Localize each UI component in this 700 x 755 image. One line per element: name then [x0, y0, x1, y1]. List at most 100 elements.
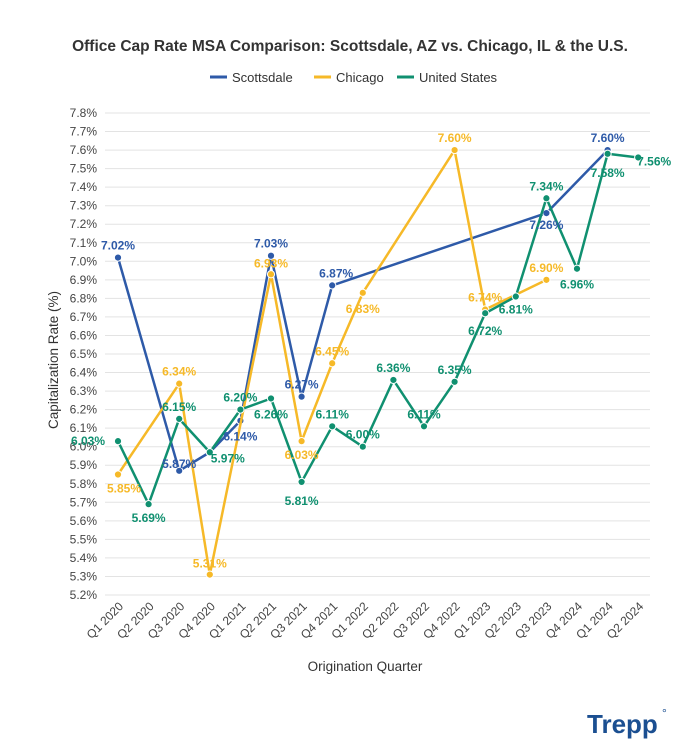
y-tick-label: 5.7% [70, 495, 98, 509]
data-point [205, 448, 214, 457]
legend: Scottsdale Chicago United States [210, 70, 498, 85]
data-point [113, 470, 123, 479]
data-point [266, 270, 276, 279]
data-label: 7.60% [591, 131, 625, 145]
data-point [542, 275, 551, 284]
data-point [450, 145, 459, 155]
brand-mark: ° [662, 706, 667, 720]
data-label: 6.74% [468, 291, 502, 305]
y-tick-label: 7.6% [70, 143, 98, 157]
data-point [297, 392, 306, 401]
data-label: 6.20% [223, 391, 257, 405]
legend-entry: Scottsdale [232, 70, 293, 85]
y-tick-label: 5.6% [70, 514, 98, 528]
y-tick-label: 6.1% [70, 421, 98, 435]
data-labels: 7.02% 5.87% 6.14% 7.03% 6.27% 6.87% 7.26% 7.60%… [71, 131, 672, 571]
data-label: 6.11% [316, 407, 350, 421]
y-tick-label: 6.8% [70, 291, 98, 305]
data-label: 7.58% [591, 166, 625, 180]
data-label: 6.14% [223, 430, 257, 444]
data-point [603, 149, 612, 158]
data-point [542, 194, 551, 203]
data-point [511, 292, 520, 301]
data-label: 6.26% [254, 407, 288, 421]
data-label: 6.72% [468, 324, 502, 338]
y-tick-label: 6.4% [70, 366, 98, 380]
data-label: 7.02% [101, 239, 135, 253]
data-point [205, 570, 214, 579]
data-label: 6.81% [499, 303, 533, 317]
data-label: 6.27% [285, 378, 319, 392]
data-label: 6.15% [162, 400, 196, 414]
y-axis-label: Capitalization Rate (%) [46, 291, 61, 429]
data-label: 6.45% [315, 344, 349, 358]
brand-name: Trepp [587, 709, 658, 739]
x-axis-label: Origination Quarter [308, 659, 423, 674]
data-label: 5.87% [162, 457, 196, 471]
y-tick-label: 6.6% [70, 328, 98, 342]
y-tick-label: 6.0% [70, 440, 98, 454]
y-tick-label: 5.9% [70, 458, 98, 472]
data-point [358, 442, 367, 451]
data-label: 6.35% [438, 363, 472, 377]
data-point [236, 405, 245, 414]
data-point [175, 466, 184, 475]
data-label: 6.93% [254, 256, 288, 270]
y-tick-label: 7.3% [70, 199, 98, 213]
data-point [266, 251, 276, 260]
data-point [175, 414, 184, 423]
data-point [481, 309, 490, 318]
y-tick-label: 6.7% [70, 310, 98, 324]
data-point [297, 437, 306, 446]
data-label: 6.00% [346, 428, 380, 442]
data-label: 7.26% [529, 218, 563, 232]
data-point [358, 288, 367, 297]
y-tick-label: 7.1% [70, 236, 98, 250]
data-point [450, 377, 459, 386]
data-label: 7.60% [438, 131, 472, 145]
data-point [389, 375, 398, 385]
series-line [116, 148, 547, 576]
y-tick-label: 7.2% [70, 217, 98, 231]
y-tick-label: 5.8% [70, 477, 98, 491]
data-label: 5.31% [193, 557, 227, 571]
data-label: 6.34% [162, 365, 196, 379]
y-tick-label: 6.3% [70, 384, 98, 398]
data-point [419, 422, 429, 431]
data-label: 7.56% [637, 154, 671, 168]
data-point [113, 253, 123, 262]
data-label: 6.83% [346, 302, 380, 316]
y-tick-label: 7.5% [70, 162, 98, 176]
series-lines [113, 145, 643, 579]
data-point [144, 500, 153, 509]
data-point [542, 209, 551, 218]
data-label: 7.34% [529, 179, 563, 193]
y-tick-label: 7.4% [70, 180, 98, 194]
data-point [634, 153, 643, 162]
y-tick-label: 5.2% [70, 588, 98, 602]
data-label: 5.81% [285, 494, 319, 508]
gridlines [105, 112, 650, 596]
y-tick-label: 7.7% [70, 125, 98, 139]
data-point [328, 281, 337, 290]
data-label: 5.69% [132, 511, 166, 525]
legend-entry: United States [419, 70, 498, 85]
data-point [266, 394, 276, 403]
data-label: 6.03% [71, 434, 105, 448]
data-label: 6.36% [376, 361, 410, 375]
data-point [328, 422, 337, 431]
y-tick-label: 5.4% [70, 551, 98, 565]
data-point [572, 264, 582, 273]
data-label: 5.85% [107, 482, 141, 496]
data-point [328, 359, 337, 368]
chart-title: Office Cap Rate MSA Comparison: Scottsda… [72, 38, 628, 55]
y-axis-ticks: 5.2% 5.3% 5.4% 5.5% 5.6% 5.7% 5.8% 5.9% 6.0% 6.1%… [70, 106, 98, 602]
data-label: 6.96% [560, 278, 594, 292]
data-label: 5.97% [211, 451, 245, 465]
y-tick-label: 5.3% [70, 569, 98, 583]
data-label: 6.03% [285, 448, 319, 462]
data-label: 6.11% [407, 407, 441, 421]
y-tick-label: 7.0% [70, 254, 98, 268]
